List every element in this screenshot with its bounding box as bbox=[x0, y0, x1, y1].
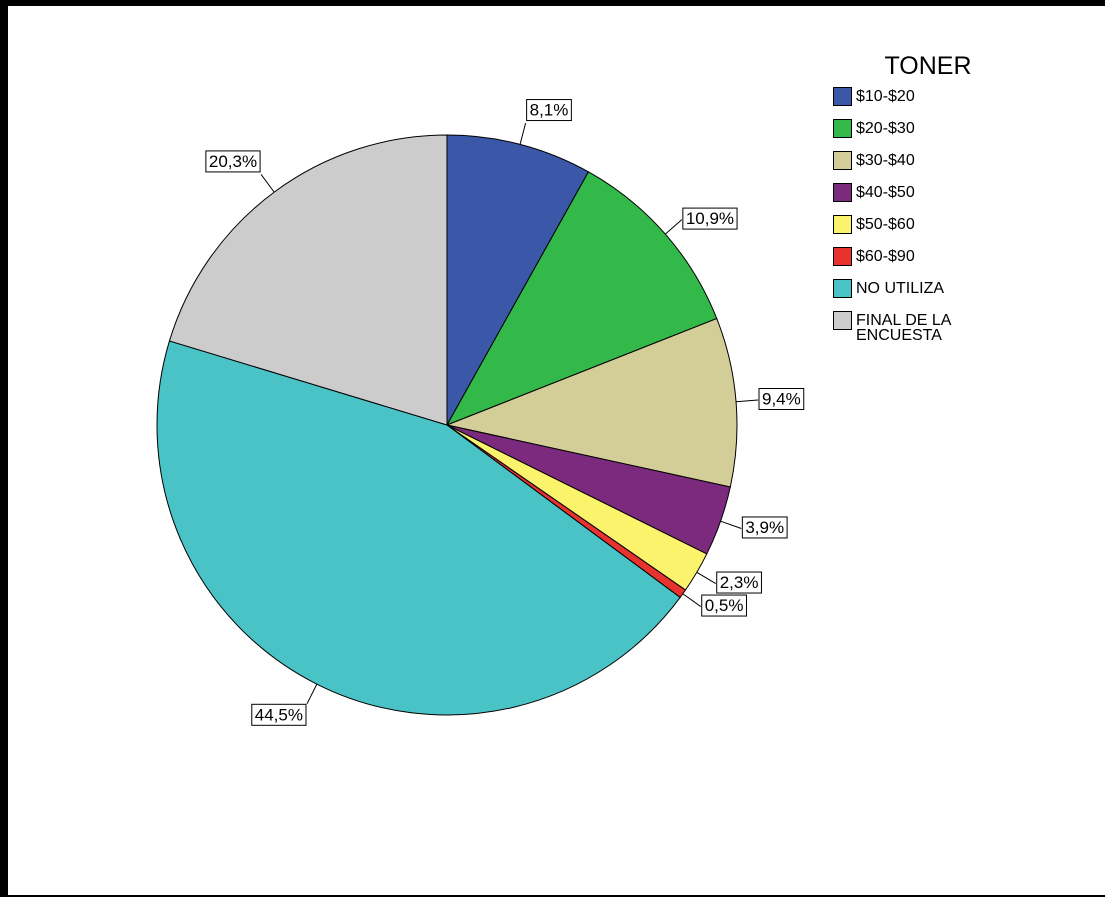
data-label: 8,1% bbox=[530, 101, 569, 120]
data-label: 44,5% bbox=[255, 705, 303, 724]
legend-item: $40-$50 bbox=[833, 183, 1003, 215]
legend-item: FINAL DE LA ENCUESTA bbox=[833, 311, 1003, 344]
legend-item: $30-$40 bbox=[833, 151, 1003, 183]
pie-slice bbox=[168, 134, 448, 426]
legend-label: $20-$30 bbox=[856, 120, 915, 137]
data-label: 9,4% bbox=[762, 389, 801, 408]
legend-item: $60-$90 bbox=[833, 247, 1003, 279]
pie-slice bbox=[445, 317, 738, 488]
legend-swatch bbox=[833, 151, 852, 170]
legend-label: FINAL DE LA ENCUESTA bbox=[856, 312, 951, 344]
leader-line bbox=[682, 593, 702, 607]
legend-item: $50-$60 bbox=[833, 215, 1003, 247]
legend-swatch bbox=[833, 119, 852, 138]
legend-label: $50-$60 bbox=[856, 216, 915, 233]
leader-line bbox=[260, 174, 275, 193]
label-box bbox=[758, 387, 805, 410]
leader-line bbox=[306, 683, 318, 705]
data-label: 10,9% bbox=[686, 209, 734, 228]
legend-title: TONER bbox=[884, 52, 972, 80]
data-label: 20,3% bbox=[209, 152, 257, 171]
label-box bbox=[741, 516, 788, 539]
leader-line bbox=[720, 520, 742, 529]
data-label: 3,9% bbox=[745, 518, 784, 537]
leader-line bbox=[696, 571, 716, 584]
label-box bbox=[526, 99, 572, 122]
legend-swatch bbox=[833, 311, 852, 330]
legend-label: $60-$90 bbox=[856, 248, 915, 265]
legend-item: NO UTILIZA bbox=[833, 279, 1003, 311]
leader-line bbox=[736, 399, 759, 403]
legend-label: NO UTILIZA bbox=[856, 280, 945, 297]
legend-item: $10-$20 bbox=[833, 87, 1003, 119]
legend-label: $10-$20 bbox=[856, 88, 915, 105]
legend-swatch bbox=[833, 87, 852, 106]
legend: TONER $10-$20 $20-$30 $30-$40 $40-$50 $50-$6… bbox=[833, 52, 1003, 344]
label-box bbox=[205, 150, 261, 173]
label-box bbox=[682, 207, 738, 230]
label-box bbox=[701, 594, 747, 617]
data-label: 2,3% bbox=[720, 573, 759, 592]
legend-swatch bbox=[833, 183, 852, 202]
legend-item: $20-$30 bbox=[833, 119, 1003, 151]
legend-label: $30-$40 bbox=[856, 152, 915, 169]
legend-swatch bbox=[833, 247, 852, 266]
data-label: 0,5% bbox=[705, 596, 744, 615]
legend-label: $40-$50 bbox=[856, 184, 915, 201]
label-box bbox=[251, 703, 307, 726]
pie-slice bbox=[445, 171, 718, 426]
pie-slice bbox=[446, 134, 590, 427]
legend-swatch bbox=[833, 279, 852, 298]
leader-line bbox=[519, 122, 527, 145]
leader-line bbox=[664, 219, 683, 235]
label-box bbox=[716, 571, 762, 594]
legend-swatch bbox=[833, 215, 852, 234]
